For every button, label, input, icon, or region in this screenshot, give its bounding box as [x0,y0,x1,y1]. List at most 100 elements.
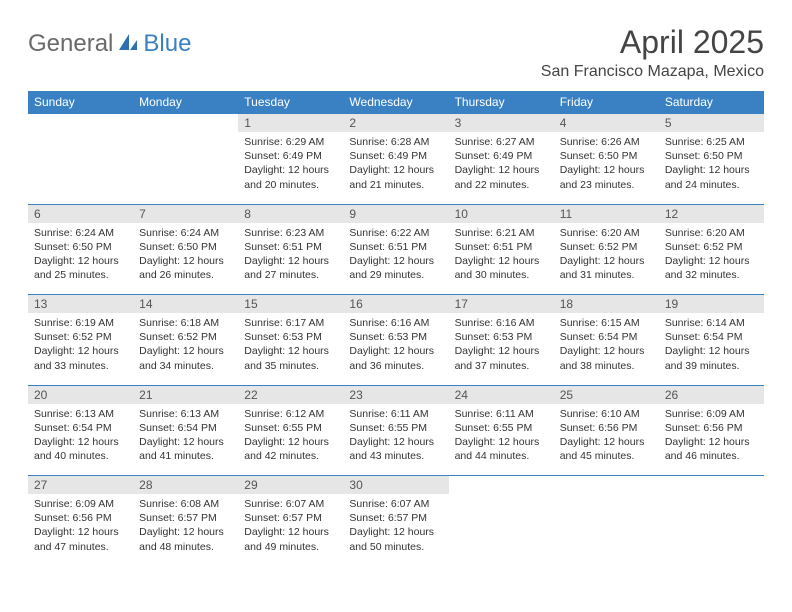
day-number: 23 [343,386,448,404]
brand-sail-icon [117,32,139,57]
location-label: San Francisco Mazapa, Mexico [541,63,764,81]
sunrise-line: Sunrise: 6:29 AM [244,135,337,149]
weekday-header: Saturday [659,91,764,114]
day-number [133,114,238,118]
weekday-header: Tuesday [238,91,343,114]
brand-part2: Blue [143,30,191,58]
sunset-line: Sunset: 6:50 PM [560,149,653,163]
sunrise-line: Sunrise: 6:16 AM [455,316,548,330]
sunrise-line: Sunrise: 6:26 AM [560,135,653,149]
daylight-line: Daylight: 12 hours and 42 minutes. [244,435,337,463]
day-cell: Sunrise: 6:13 AMSunset: 6:54 PMDaylight:… [28,404,133,470]
day-cell: Sunrise: 6:13 AMSunset: 6:54 PMDaylight:… [133,404,238,470]
day-number: 8 [238,205,343,223]
daylight-line: Daylight: 12 hours and 34 minutes. [139,344,232,372]
daylight-line: Daylight: 12 hours and 29 minutes. [349,254,442,282]
day-number: 30 [343,476,448,494]
day-number: 28 [133,476,238,494]
sunset-line: Sunset: 6:56 PM [34,511,127,525]
sunrise-line: Sunrise: 6:23 AM [244,226,337,240]
day-number [449,476,554,480]
day-cell: Sunrise: 6:10 AMSunset: 6:56 PMDaylight:… [554,404,659,470]
sunrise-line: Sunrise: 6:09 AM [34,497,127,511]
day-cell: Sunrise: 6:17 AMSunset: 6:53 PMDaylight:… [238,313,343,379]
day-cell: Sunrise: 6:19 AMSunset: 6:52 PMDaylight:… [28,313,133,379]
day-number [28,114,133,118]
sunset-line: Sunset: 6:55 PM [455,421,548,435]
daylight-line: Daylight: 12 hours and 36 minutes. [349,344,442,372]
day-cell: Sunrise: 6:24 AMSunset: 6:50 PMDaylight:… [28,223,133,289]
daylight-line: Daylight: 12 hours and 27 minutes. [244,254,337,282]
sunrise-line: Sunrise: 6:20 AM [560,226,653,240]
day-number [554,476,659,480]
day-number: 17 [449,295,554,313]
day-number: 20 [28,386,133,404]
month-title: April 2025 [541,24,764,61]
day-cell: Sunrise: 6:27 AMSunset: 6:49 PMDaylight:… [449,132,554,198]
day-number: 7 [133,205,238,223]
day-number: 4 [554,114,659,132]
daylight-line: Daylight: 12 hours and 48 minutes. [139,525,232,553]
sunset-line: Sunset: 6:53 PM [455,330,548,344]
sunset-line: Sunset: 6:57 PM [139,511,232,525]
sunset-line: Sunset: 6:55 PM [244,421,337,435]
day-cell: Sunrise: 6:14 AMSunset: 6:54 PMDaylight:… [659,313,764,379]
sunrise-line: Sunrise: 6:19 AM [34,316,127,330]
day-number: 21 [133,386,238,404]
sunrise-line: Sunrise: 6:21 AM [455,226,548,240]
daylight-line: Daylight: 12 hours and 40 minutes. [34,435,127,463]
sunrise-line: Sunrise: 6:16 AM [349,316,442,330]
day-cell: Sunrise: 6:09 AMSunset: 6:56 PMDaylight:… [659,404,764,470]
day-number: 22 [238,386,343,404]
day-number: 24 [449,386,554,404]
daylight-line: Daylight: 12 hours and 39 minutes. [665,344,758,372]
day-cell: Sunrise: 6:21 AMSunset: 6:51 PMDaylight:… [449,223,554,289]
sunrise-line: Sunrise: 6:14 AM [665,316,758,330]
sunrise-line: Sunrise: 6:07 AM [349,497,442,511]
sunset-line: Sunset: 6:51 PM [244,240,337,254]
sunrise-line: Sunrise: 6:12 AM [244,407,337,421]
sunrise-line: Sunrise: 6:25 AM [665,135,758,149]
sunrise-line: Sunrise: 6:08 AM [139,497,232,511]
day-cell: Sunrise: 6:11 AMSunset: 6:55 PMDaylight:… [449,404,554,470]
daylight-line: Daylight: 12 hours and 25 minutes. [34,254,127,282]
day-cell: Sunrise: 6:08 AMSunset: 6:57 PMDaylight:… [133,494,238,560]
weekday-header: Thursday [449,91,554,114]
sunrise-line: Sunrise: 6:24 AM [139,226,232,240]
calendar-header-row: SundayMondayTuesdayWednesdayThursdayFrid… [28,91,764,114]
day-cell: Sunrise: 6:23 AMSunset: 6:51 PMDaylight:… [238,223,343,289]
sunrise-line: Sunrise: 6:27 AM [455,135,548,149]
sunset-line: Sunset: 6:49 PM [455,149,548,163]
sunset-line: Sunset: 6:50 PM [139,240,232,254]
daylight-line: Daylight: 12 hours and 35 minutes. [244,344,337,372]
sunset-line: Sunset: 6:49 PM [244,149,337,163]
sunrise-line: Sunrise: 6:18 AM [139,316,232,330]
day-number: 27 [28,476,133,494]
day-number: 11 [554,205,659,223]
sunset-line: Sunset: 6:50 PM [34,240,127,254]
daylight-line: Daylight: 12 hours and 24 minutes. [665,163,758,191]
sunset-line: Sunset: 6:52 PM [139,330,232,344]
day-number: 6 [28,205,133,223]
day-cell: Sunrise: 6:20 AMSunset: 6:52 PMDaylight:… [554,223,659,289]
day-number: 5 [659,114,764,132]
sunset-line: Sunset: 6:54 PM [665,330,758,344]
sunrise-line: Sunrise: 6:22 AM [349,226,442,240]
day-number: 18 [554,295,659,313]
daylight-line: Daylight: 12 hours and 38 minutes. [560,344,653,372]
sunset-line: Sunset: 6:54 PM [139,421,232,435]
daylight-line: Daylight: 12 hours and 45 minutes. [560,435,653,463]
calendar-table: SundayMondayTuesdayWednesdayThursdayFrid… [28,91,764,566]
daylight-line: Daylight: 12 hours and 31 minutes. [560,254,653,282]
brand-part1: General [28,30,113,58]
day-number: 12 [659,205,764,223]
day-number: 26 [659,386,764,404]
weekday-header: Monday [133,91,238,114]
day-cell: Sunrise: 6:16 AMSunset: 6:53 PMDaylight:… [343,313,448,379]
daylight-line: Daylight: 12 hours and 22 minutes. [455,163,548,191]
sunrise-line: Sunrise: 6:13 AM [139,407,232,421]
daylight-line: Daylight: 12 hours and 46 minutes. [665,435,758,463]
sunset-line: Sunset: 6:56 PM [560,421,653,435]
day-cell: Sunrise: 6:26 AMSunset: 6:50 PMDaylight:… [554,132,659,198]
sunset-line: Sunset: 6:53 PM [244,330,337,344]
